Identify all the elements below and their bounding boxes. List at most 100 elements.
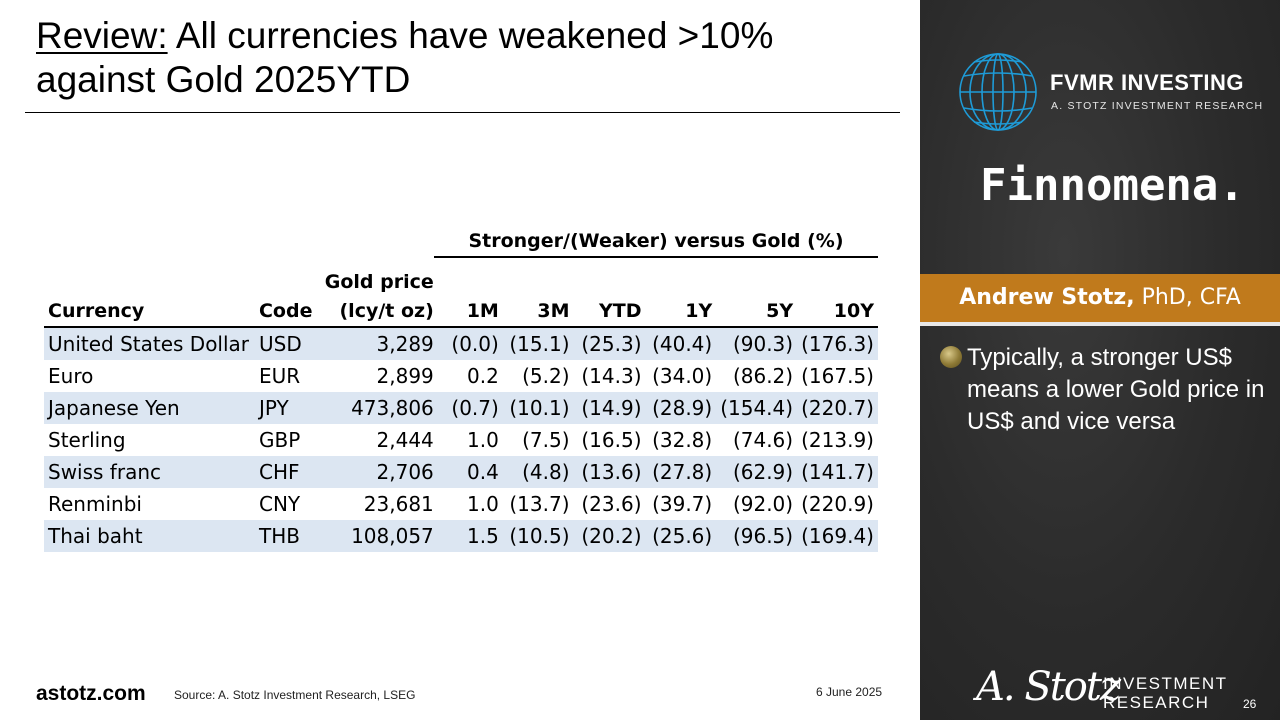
group-header: Stronger/(Weaker) versus Gold (%) [434, 226, 878, 258]
title-divider [25, 112, 900, 113]
fvmr-logo-subtitle: A. STOTZ INVESTMENT RESEARCH [1051, 100, 1264, 112]
cell-10y: (169.4) [797, 520, 878, 552]
table-row: Japanese Yen JPY 473,806 (0.7) (10.1) (1… [44, 392, 878, 424]
cell-5y: (96.5) [716, 520, 798, 552]
cell-code: CHF [254, 456, 321, 488]
cell-currency: Swiss franc [44, 456, 255, 488]
cell-code: JPY [254, 392, 321, 424]
cell-5y: (86.2) [732, 364, 794, 388]
cell-gold: 23,681 [363, 492, 434, 516]
cell-gold: 108,057 [320, 520, 438, 552]
currency-table: Gold price Currency Code (lcy/t oz) 1M 3… [44, 268, 878, 552]
cell-1m: 1.5 [437, 520, 503, 552]
table-row: Swiss franc CHF 2,706 0.4 (4.8) (13.6) (… [44, 456, 878, 488]
col-5y: 5Y [716, 297, 798, 328]
col-1y: 1Y [645, 297, 717, 328]
finnomena-logo: Finnomena. [980, 160, 1245, 211]
cell-5y: (92.0) [732, 492, 794, 516]
cell-3m: (5.2) [522, 364, 570, 388]
cell-10y: (220.9) [801, 492, 874, 516]
cell-gold: 3,289 [320, 327, 438, 360]
cell-1y: (28.9) [645, 392, 717, 424]
cell-1y: (32.8) [652, 428, 713, 452]
title-lead: Review: [36, 15, 168, 56]
table-row: Euro EUR 2,899 0.2 (5.2) (14.3) (34.0) (… [44, 360, 878, 392]
cell-1m: 0.2 [467, 364, 499, 388]
cell-gold: 2,706 [320, 456, 438, 488]
bullet-icon [940, 346, 962, 368]
cell-ytd: (23.6) [581, 492, 642, 516]
presenter-banner: Andrew Stotz, PhD, CFA [920, 274, 1280, 322]
slide-title: Review: All currencies have weakened >10… [36, 14, 896, 102]
cell-ytd: (14.9) [573, 392, 646, 424]
col-gold-price-line2: (lcy/t oz) [320, 297, 438, 328]
cell-1y: (25.6) [645, 520, 717, 552]
table-row: Renminbi CNY 23,681 1.0 (13.7) (23.6) (3… [44, 488, 878, 520]
cell-5y: (62.9) [716, 456, 798, 488]
cell-gold: 2,899 [376, 364, 434, 388]
footer-date: 6 June 2025 [816, 685, 883, 699]
brand-line-1: INVESTMENT [1103, 674, 1228, 693]
table-row: Sterling GBP 2,444 1.0 (7.5) (16.5) (32.… [44, 424, 878, 456]
cell-3m: (15.1) [502, 327, 574, 360]
cell-1m: (0.0) [437, 327, 503, 360]
cell-code: CNY [258, 492, 301, 516]
footer-source: Source: A. Stotz Investment Research, LS… [174, 688, 416, 702]
header-row: Currency Code (lcy/t oz) 1M 3M YTD 1Y 5Y… [44, 297, 878, 328]
cell-3m: (13.7) [509, 492, 570, 516]
cell-code: USD [254, 327, 321, 360]
col-1m: 1M [437, 297, 503, 328]
cell-1y: (39.7) [652, 492, 713, 516]
cell-5y: (90.3) [716, 327, 798, 360]
cell-1y: (27.8) [645, 456, 717, 488]
title-text: All currencies have weakened >10% agains… [36, 15, 774, 100]
header-row-top: Gold price [44, 268, 878, 297]
cell-3m: (7.5) [522, 428, 570, 452]
cell-3m: (4.8) [502, 456, 574, 488]
cell-10y: (220.7) [797, 392, 878, 424]
cell-1y: (40.4) [645, 327, 717, 360]
cell-3m: (10.1) [502, 392, 574, 424]
cell-ytd: (14.3) [581, 364, 642, 388]
cell-code: GBP [258, 428, 301, 452]
panel-note: Typically, a stronger US$ means a lower … [967, 344, 1265, 435]
cell-currency: Euro [48, 364, 94, 388]
col-10y: 10Y [797, 297, 878, 328]
cell-ytd: (20.2) [573, 520, 646, 552]
fvmr-logo-name: FVMR INVESTING [1050, 70, 1245, 95]
col-ytd: YTD [573, 297, 646, 328]
footer-website[interactable]: astotz.com [36, 682, 146, 705]
col-3m: 3M [502, 297, 574, 328]
signature-logo: A. Stotz [976, 664, 1121, 710]
table-row: United States Dollar USD 3,289 (0.0) (15… [44, 327, 878, 360]
banner-underline [920, 322, 1280, 326]
cell-5y: (154.4) [716, 392, 798, 424]
cell-1m: (0.7) [437, 392, 503, 424]
col-currency: Currency [44, 297, 255, 328]
globe-icon [959, 53, 1037, 131]
cell-10y: (141.7) [797, 456, 878, 488]
cell-currency: Sterling [48, 428, 126, 452]
cell-5y: (74.6) [732, 428, 794, 452]
cell-code: EUR [258, 364, 301, 388]
presenter-name: Andrew Stotz, [959, 285, 1135, 310]
cell-currency: United States Dollar [44, 327, 255, 360]
cell-1m: 1.0 [467, 492, 499, 516]
page-number: 26 [1243, 697, 1257, 711]
cell-gold: 2,444 [376, 428, 434, 452]
cell-10y: (167.5) [801, 364, 874, 388]
table-row: Thai baht THB 108,057 1.5 (10.5) (20.2) … [44, 520, 878, 552]
cell-currency: Renminbi [48, 492, 142, 516]
cell-ytd: (13.6) [573, 456, 646, 488]
side-panel: FVMR INVESTING A. STOTZ INVESTMENT RESEA… [920, 0, 1280, 720]
cell-3m: (10.5) [502, 520, 574, 552]
brand-line-2: RESEARCH [1103, 693, 1210, 712]
cell-1y: (34.0) [652, 364, 713, 388]
cell-currency: Thai baht [44, 520, 255, 552]
cell-currency: Japanese Yen [44, 392, 255, 424]
col-gold-price-line1: Gold price [324, 271, 434, 293]
cell-ytd: (25.3) [573, 327, 646, 360]
cell-1m: 0.4 [437, 456, 503, 488]
cell-10y: (176.3) [797, 327, 878, 360]
cell-gold: 473,806 [320, 392, 438, 424]
